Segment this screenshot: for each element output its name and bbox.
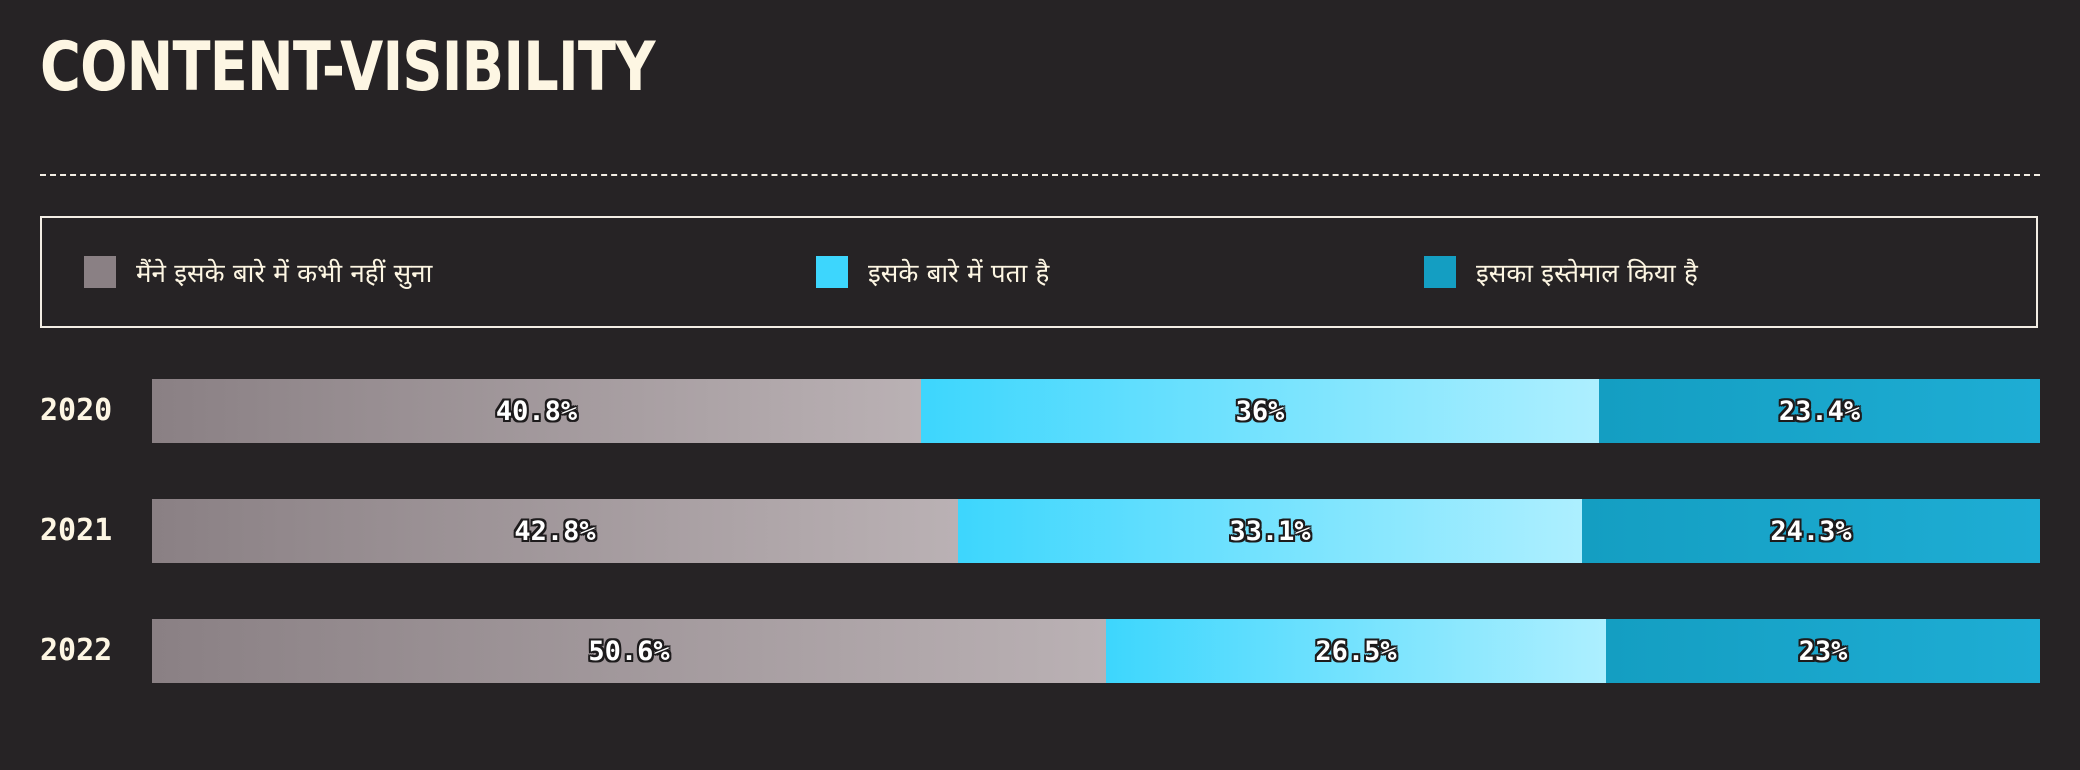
data-label: 23.4% xyxy=(1778,395,1861,427)
legend-item-1: मैंने इसके बारे में कभी नहीं सुना xyxy=(84,218,432,326)
bar-segment: 23.4% xyxy=(1599,379,2040,443)
bar-segment: 24.3% xyxy=(1582,499,2040,563)
legend-label: इसके बारे में पता है xyxy=(868,259,1050,289)
bar-segment: 36% xyxy=(921,379,1599,443)
category-label: 2020 xyxy=(40,393,113,428)
data-label: 23% xyxy=(1798,635,1848,667)
title-divider xyxy=(40,174,2040,176)
chart-title: CONTENT-VISIBILITY xyxy=(40,28,656,107)
data-label: 33.1% xyxy=(1229,515,1311,547)
data-label: 36% xyxy=(1235,395,1285,427)
bar-segment: 40.8% xyxy=(152,379,921,443)
bar-row-2020: 2020 40.8% 36% 23.4% xyxy=(0,379,2080,443)
legend: मैंने इसके बारे में कभी नहीं सुना इसके बा… xyxy=(40,216,2038,328)
bar-segment: 26.5% xyxy=(1106,619,1606,683)
legend-label: इसका इस्तेमाल किया है xyxy=(1476,259,1698,289)
data-label: 24.3% xyxy=(1770,515,1852,547)
bar-row-2022: 2022 50.6% 26.5% 23% xyxy=(0,619,2080,683)
data-label: 42.8% xyxy=(514,515,596,547)
legend-item-2: इसके बारे में पता है xyxy=(816,218,1049,326)
category-label: 2022 xyxy=(40,633,113,668)
legend-item-3: इसका इस्तेमाल किया है xyxy=(1424,218,1698,326)
bar-segment: 42.8% xyxy=(152,499,958,563)
legend-label: मैंने इसके बारे में कभी नहीं सुना xyxy=(136,259,433,289)
stacked-bar: 42.8% 33.1% 24.3% xyxy=(152,499,2040,563)
data-label: 26.5% xyxy=(1315,635,1397,667)
legend-swatch xyxy=(1424,256,1456,288)
bar-segment: 50.6% xyxy=(152,619,1106,683)
bar-row-2021: 2021 42.8% 33.1% 24.3% xyxy=(0,499,2080,563)
stacked-bar: 50.6% 26.5% 23% xyxy=(152,619,2040,683)
data-label: 50.6% xyxy=(588,635,670,667)
data-label: 40.8% xyxy=(495,395,578,427)
legend-swatch xyxy=(816,256,848,288)
stacked-bar: 40.8% 36% 23.4% xyxy=(152,379,2040,443)
bar-segment: 23% xyxy=(1606,619,2040,683)
legend-swatch xyxy=(84,256,116,288)
bar-segment: 33.1% xyxy=(958,499,1582,563)
category-label: 2021 xyxy=(40,513,113,548)
